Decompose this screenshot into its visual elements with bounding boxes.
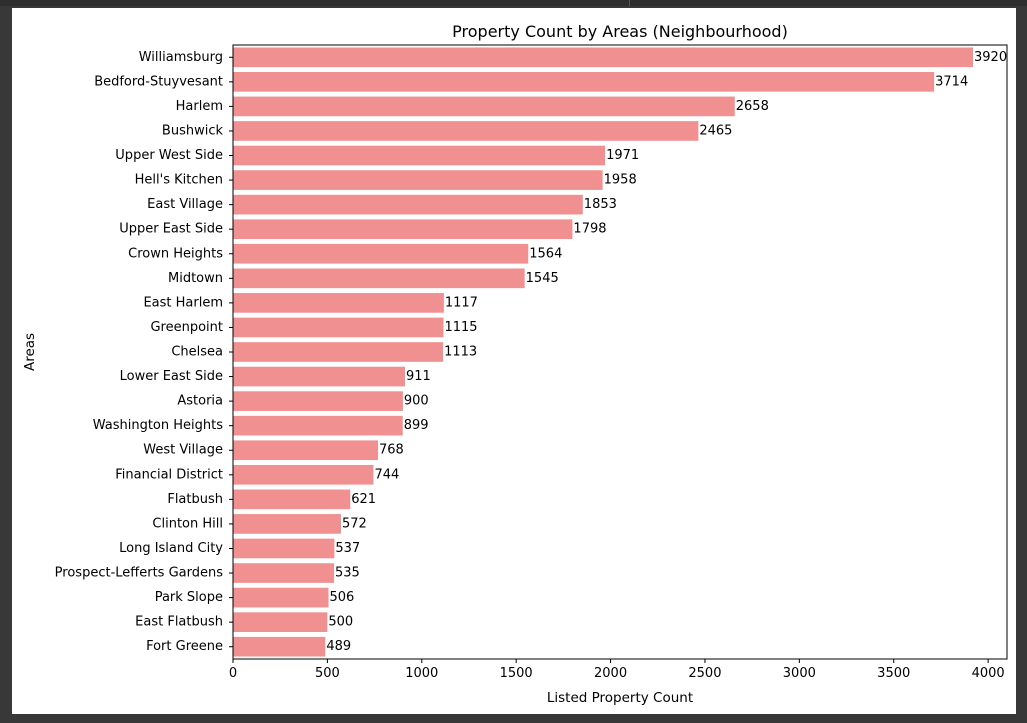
y-tick-label: Upper West Side [115,148,223,163]
bars-group [233,47,974,657]
bar [233,391,403,411]
y-tick-label: Upper East Side [119,222,223,237]
bar [233,464,374,485]
bar [233,538,335,559]
y-tick-label: Astoria [177,394,223,409]
value-label: 1564 [529,246,562,261]
bar [233,194,583,215]
bar [233,268,525,289]
x-tick-label: 2500 [688,666,721,681]
bar [233,293,444,313]
bar [233,342,444,362]
y-tick-label: Lower East Side [120,369,223,384]
bar [233,47,974,68]
value-label: 1853 [584,197,617,212]
bar [233,563,334,583]
value-label: 1971 [606,148,639,163]
chart-figure: Property Count by Areas (Neighbourhood) … [12,8,1016,714]
x-tick-label: 0 [229,666,237,681]
y-tick-label: Bedford-Stuyvesant [94,74,223,89]
chart-title: Property Count by Areas (Neighbourhood) [452,22,788,41]
bar [233,317,444,338]
value-label: 1117 [445,295,478,310]
value-label: 2658 [736,99,769,114]
y-axis-ticks: Williamsburg Bedford-Stuyvesant Harlem Bush… [55,50,233,654]
bar [233,366,405,387]
value-label: 535 [335,566,360,581]
window-top-edge [0,0,1027,6]
y-tick-label: Midtown [168,271,223,286]
bar [233,219,573,240]
y-tick-label: Fort Greene [146,639,223,654]
bar [233,514,341,534]
x-tick-label: 1000 [405,666,438,681]
bar [233,96,735,117]
x-tick-label: 500 [315,666,340,681]
value-label: 572 [342,516,367,531]
value-label: 744 [374,467,399,482]
y-tick-label: Clinton Hill [152,516,223,531]
y-tick-label: East Flatbush [135,615,223,630]
y-tick-label: Park Slope [155,590,223,605]
x-axis-ticks: 0 500 1000 1500 2000 2500 3000 3500 4000 [229,659,1005,681]
bar [233,72,935,92]
y-tick-label: Financial District [115,467,223,482]
y-tick-label: Williamsburg [139,50,223,65]
bar [233,440,378,461]
x-tick-label: 1500 [500,666,533,681]
value-label: 3714 [935,74,968,89]
value-label: 1958 [604,173,637,188]
y-tick-label: West Village [143,443,223,458]
x-tick-label: 3000 [783,666,816,681]
y-tick-label: Long Island City [119,541,223,556]
value-label: 489 [326,639,351,654]
bar [233,636,326,657]
bar-chart: Property Count by Areas (Neighbourhood) … [22,22,1008,706]
bar [233,170,603,190]
value-label: 900 [404,394,429,409]
value-label: 537 [335,541,360,556]
value-label: 500 [328,615,353,630]
window-divider [629,0,630,6]
value-label: 1115 [444,320,477,335]
y-tick-label: Greenpoint [150,320,223,335]
bar [233,243,529,264]
bar [233,121,699,141]
bar [233,489,351,510]
value-label: 3920 [974,50,1007,65]
value-label: 1113 [444,345,477,360]
y-tick-label: East Harlem [143,295,223,310]
y-tick-label: East Village [147,197,223,212]
y-tick-label: Harlem [176,99,223,114]
y-tick-label: Chelsea [171,345,223,360]
y-axis-label: Areas [22,333,38,371]
y-tick-label: Hell's Kitchen [135,173,223,188]
x-tick-label: 2000 [594,666,627,681]
y-tick-label: Washington Heights [93,418,224,433]
x-tick-label: 3500 [877,666,910,681]
x-axis-label: Listed Property Count [547,690,693,706]
bar [233,145,606,166]
value-label: 899 [404,418,429,433]
x-tick-label: 4000 [972,666,1005,681]
y-tick-label: Crown Heights [128,246,223,261]
value-label: 911 [406,369,431,384]
value-label: 1545 [526,271,559,286]
value-label: 506 [330,590,355,605]
y-tick-label: Prospect-Lefferts Gardens [55,566,224,581]
bar [233,612,328,632]
value-label: 768 [379,443,404,458]
value-label: 1798 [573,222,606,237]
bar [233,415,403,436]
y-tick-label: Flatbush [167,492,223,507]
plot-frame [232,44,1008,660]
y-tick-label: Bushwick [162,123,224,138]
value-label: 621 [351,492,376,507]
value-label: 2465 [699,123,732,138]
value-labels-group: 3920 3714 2658 2465 1971 1958 1853 1798 1564 1545… [326,50,1007,654]
bar [233,587,329,608]
